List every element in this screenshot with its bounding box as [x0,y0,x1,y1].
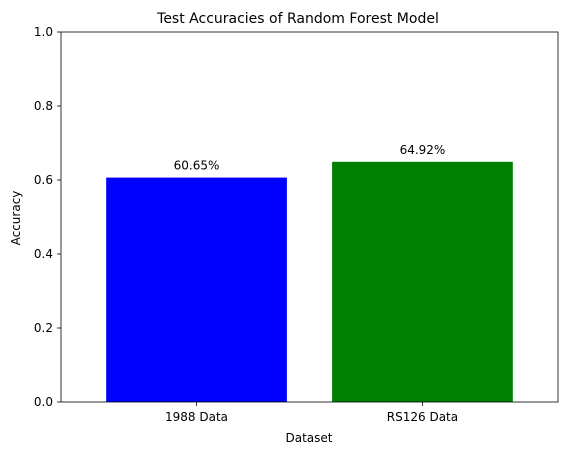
plot-area: 60.65% 1988 Data 64.92% RS126 Data 0.0 0.2 0.4… [34,25,559,424]
x-axis-label: Dataset [286,431,333,445]
plot-frame [60,31,559,403]
bar-value-label: 60.65% [174,159,220,173]
y-tick-label: 0.6 [34,173,53,187]
y-axis-label: Accuracy [9,191,23,246]
y-tick-label: 0.4 [34,247,53,261]
y-tick-label: 0.2 [34,321,53,335]
x-tick-label: 1988 Data [165,410,228,424]
y-tick-label: 0.8 [34,99,53,113]
chart-title: Test Accuracies of Random Forest Model [156,11,439,27]
bar-2 [332,161,513,402]
y-tick-label: 0.0 [34,395,53,409]
y-tick-label: 1.0 [34,25,53,39]
x-tick-label: RS126 Data [387,410,458,424]
bar-1 [106,177,287,402]
bar-value-label: 64.92% [400,143,446,157]
